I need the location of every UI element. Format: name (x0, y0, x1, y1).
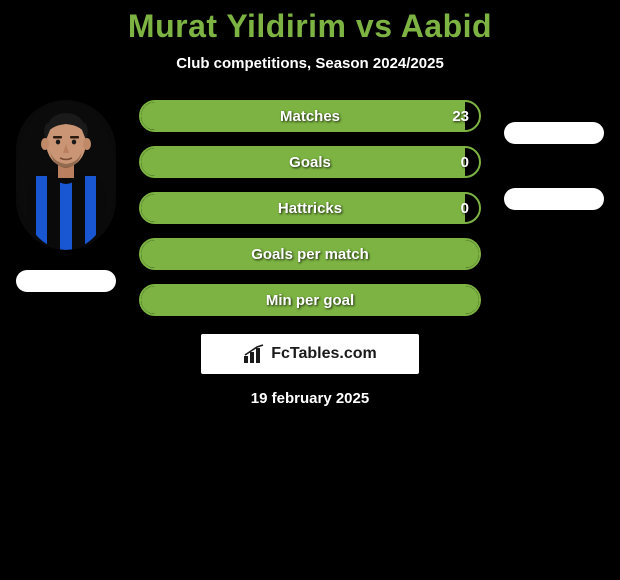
player2-flag-pill-1 (504, 122, 604, 144)
stat-label: Goals per match (251, 246, 369, 263)
player1-avatar (16, 100, 116, 250)
player2-column (499, 100, 609, 210)
player1-avatar-svg (16, 100, 116, 250)
stat-row: Goals per match (139, 238, 481, 270)
stat-row: Min per goal (139, 284, 481, 316)
brand-chart-icon (243, 344, 265, 364)
player1-flag-pill (16, 270, 116, 292)
stat-value-player1: 0 (461, 200, 469, 217)
stats-column: Matches 23 Goals 0 Hattricks 0 Goals per match… (139, 100, 481, 316)
player2-flag-pill-2 (504, 188, 604, 210)
page-title: Murat Yildirim vs Aabid (128, 8, 492, 45)
stat-label: Hattricks (278, 200, 342, 217)
stat-label: Goals (289, 154, 331, 171)
player1-column (11, 100, 121, 292)
stat-row: Matches 23 (139, 100, 481, 132)
stat-value-player1: 0 (461, 154, 469, 171)
subtitle: Club competitions, Season 2024/2025 (176, 55, 444, 72)
date-text: 19 february 2025 (251, 390, 369, 407)
stat-label: Min per goal (266, 292, 354, 309)
comparison-card: Murat Yildirim vs Aabid Club competition… (0, 0, 620, 407)
brand-box[interactable]: FcTables.com (201, 334, 419, 374)
stat-value-player1: 23 (452, 108, 469, 125)
main-area: Matches 23 Goals 0 Hattricks 0 Goals per match… (0, 100, 620, 316)
stat-row: Hattricks 0 (139, 192, 481, 224)
brand-text: FcTables.com (271, 345, 377, 363)
stat-label: Matches (280, 108, 340, 125)
stat-row: Goals 0 (139, 146, 481, 178)
